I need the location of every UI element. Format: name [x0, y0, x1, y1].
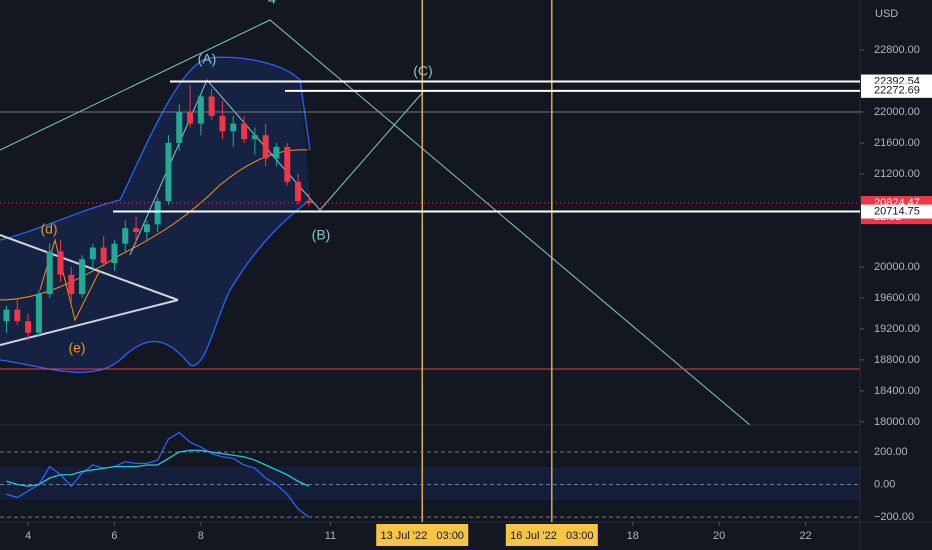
oscillator-line [6, 431, 310, 518]
y-tick-label: 0.00 [874, 478, 895, 490]
oscillator-band [0, 467, 860, 500]
x-tick-label: 18 [627, 530, 639, 542]
moving-average [0, 149, 309, 301]
time-label-box [376, 524, 469, 546]
annotation: (e) [68, 340, 85, 356]
price-label-box [861, 83, 932, 98]
y-tick-label: 22000.00 [874, 106, 920, 118]
candle-body [3, 309, 10, 322]
candle-body [241, 123, 248, 140]
triangle-lower [0, 299, 179, 346]
x-tick-label: 22 [799, 530, 811, 542]
candle-body [89, 247, 96, 260]
x-tick-label: 6 [111, 530, 117, 542]
candle-body [111, 243, 118, 264]
candle-body [100, 247, 107, 264]
candle-body [197, 96, 204, 124]
price-label: 22272.69 [874, 85, 920, 97]
candle-body [25, 321, 32, 333]
channel-line [0, 19, 751, 426]
time-label-box [505, 524, 598, 546]
candle-body [230, 123, 237, 132]
candle-body [143, 224, 150, 233]
candle-body [57, 251, 64, 275]
candle-body [295, 181, 302, 202]
x-tick-label: 11 [325, 530, 336, 542]
candle-body [251, 135, 258, 140]
candle-body [187, 111, 194, 124]
candle-body [262, 135, 269, 159]
candle-body [79, 259, 86, 295]
candle-body [305, 201, 312, 204]
x-tick-label: 20 [713, 530, 725, 542]
price-label-box [861, 204, 932, 219]
y-tick-label: 20000.00 [874, 261, 920, 273]
bollinger-lower [0, 199, 311, 373]
candle-body [68, 274, 75, 295]
candle-body [133, 228, 140, 233]
annotation: (C) [413, 63, 432, 79]
y-tick-label: 18400.00 [874, 385, 920, 397]
candle-body [273, 146, 280, 159]
candle-body [165, 142, 172, 202]
candle-body [46, 251, 53, 295]
candle-body [219, 115, 226, 132]
currency: USD [875, 8, 898, 20]
x-tick-label: 16 Jul '22 03:00 [510, 530, 593, 542]
x-tick-label: 8 [198, 530, 204, 542]
y-tick-label: 22800.00 [874, 44, 920, 56]
y-tick-label: −200.00 [874, 511, 914, 523]
annotation: (B) [312, 227, 331, 243]
y-tick-label: 21200.00 [874, 168, 920, 180]
candle-body [14, 309, 21, 322]
y-tick-label: 21600.00 [874, 137, 920, 149]
y-tick-label: 19600.00 [874, 292, 920, 304]
candle-body [154, 201, 161, 225]
x-tick-label: 4 [25, 530, 31, 542]
candle-body [35, 294, 42, 333]
bollinger-upper [0, 56, 311, 241]
annotation: (d) [40, 221, 57, 237]
y-tick-label: 19200.00 [874, 323, 920, 335]
x-tick-label: 13 Jul '22 03:00 [380, 530, 463, 542]
y-tick-label: 18000.00 [874, 416, 920, 428]
candle-body [122, 228, 129, 244]
annotation: (A) [198, 51, 217, 67]
triangle-upper [0, 234, 179, 301]
y-tick-label: 200.00 [874, 446, 908, 458]
candle-body [284, 146, 291, 182]
y-tick-label: 18800.00 [874, 354, 920, 366]
oscillator-line [6, 449, 310, 487]
annotation: 4 [268, 0, 276, 7]
price-label: 20714.75 [874, 205, 920, 217]
candle-body [176, 111, 183, 143]
candle-body [208, 96, 215, 116]
